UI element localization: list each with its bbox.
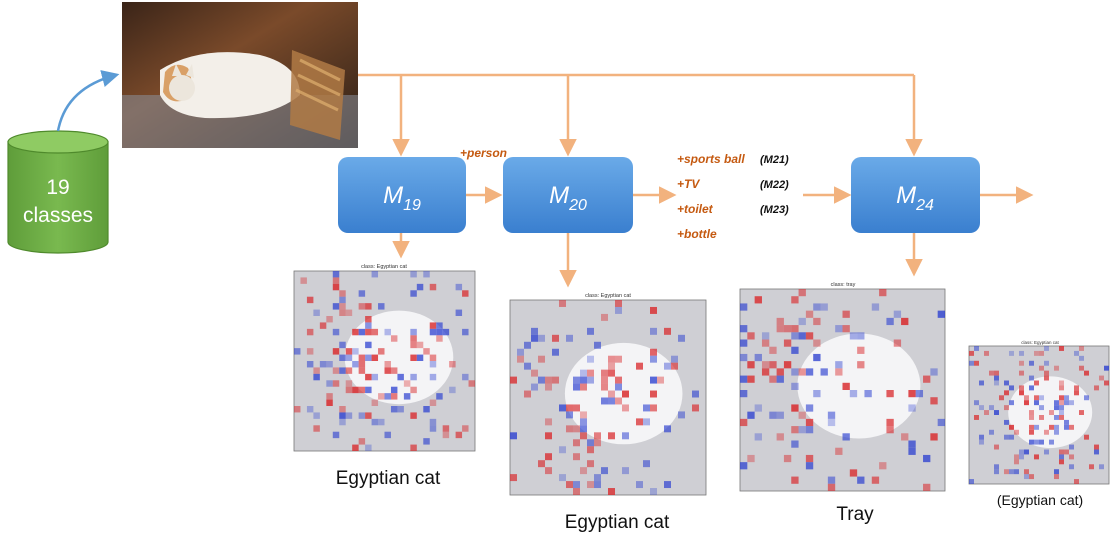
- added-class-model: (M23): [760, 204, 789, 216]
- added-class-label: +toilet: [677, 202, 714, 216]
- heatmap-caption: Egyptian cat: [565, 512, 670, 533]
- heatmap-caption: Tray: [836, 504, 874, 525]
- svg-text:M19: M19: [383, 182, 421, 214]
- model-box-m24: M24: [851, 157, 980, 233]
- heatmap-panel-2: class: Egyptian cat Egyptian cat: [509, 293, 707, 533]
- heatmap-image: [293, 270, 476, 452]
- heatmap-caption: (Egyptian cat): [997, 492, 1083, 508]
- flow-arrows: [358, 73, 1034, 288]
- model-subscript: 24: [915, 197, 934, 214]
- heatmap-panel-3: class: tray Tray: [739, 282, 946, 525]
- heatmap-title: class: tray: [831, 282, 856, 288]
- model-name: M: [383, 182, 403, 209]
- added-class-label: +sports ball: [677, 152, 745, 166]
- heatmap-title: class: Egyptian cat: [585, 293, 631, 299]
- dataset-to-image-arrow: [56, 70, 120, 132]
- added-class-person: +person: [460, 146, 507, 160]
- added-class-model: (M21): [760, 154, 789, 166]
- added-class-label: +TV: [677, 177, 700, 191]
- svg-text:M20: M20: [549, 182, 587, 214]
- heatmap-image: [509, 299, 707, 496]
- heatmap-panel-4: class: Egyptian cat (Egyptian cat): [968, 340, 1110, 508]
- svg-text:M24: M24: [896, 182, 934, 214]
- added-classes-list: +sports ball (M21) +TV (M22) +toilet (M2…: [677, 152, 789, 241]
- dataset-count: 19: [46, 176, 69, 199]
- model-box-m20: M20: [503, 157, 633, 233]
- heatmap-image: [739, 288, 946, 492]
- input-cat-photo: [122, 2, 358, 148]
- heatmap-image: [968, 345, 1110, 485]
- added-class-model: (M22): [760, 179, 789, 191]
- dataset-cylinder: 19 classes: [7, 130, 109, 254]
- heatmap-panel-1: class: Egyptian cat Egyptian cat: [293, 264, 476, 489]
- model-name: M: [896, 182, 916, 209]
- model-subscript: 20: [568, 197, 587, 214]
- model-box-m19: M19: [338, 157, 466, 233]
- model-name: M: [549, 182, 569, 209]
- heatmap-title: class: Egyptian cat: [1021, 340, 1059, 345]
- heatmap-title: class: Egyptian cat: [361, 264, 407, 270]
- added-class-label: +bottle: [677, 227, 717, 241]
- heatmap-caption: Egyptian cat: [336, 468, 441, 489]
- dataset-label: classes: [23, 204, 93, 227]
- model-subscript: 19: [403, 197, 421, 214]
